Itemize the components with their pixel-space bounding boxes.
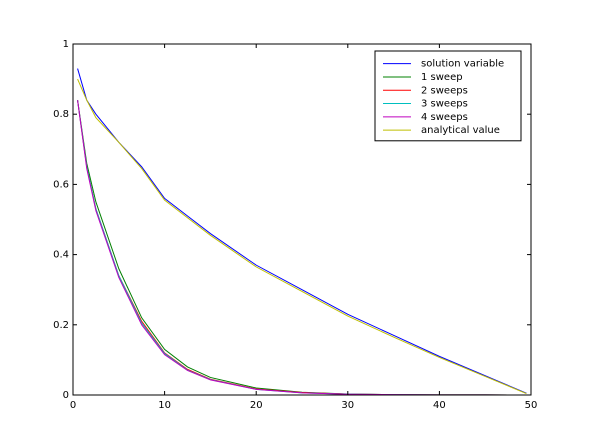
x-tick-label: 50 bbox=[525, 400, 538, 411]
x-tick-label: 30 bbox=[341, 400, 354, 411]
plot-frame bbox=[72, 43, 532, 396]
x-tick-label: 10 bbox=[158, 400, 171, 411]
y-tick-label: 0.4 bbox=[53, 250, 69, 261]
legend-label: 1 sweep bbox=[421, 72, 463, 83]
y-tick-label: 0.8 bbox=[53, 109, 69, 120]
y-tick-label: 1 bbox=[63, 39, 69, 50]
legend-box bbox=[374, 50, 522, 142]
legend-label: analytical value bbox=[421, 125, 500, 136]
legend-label: 2 sweeps bbox=[421, 85, 468, 96]
x-tick-label: 40 bbox=[433, 400, 446, 411]
series-line bbox=[77, 68, 527, 394]
y-tick-label: 0 bbox=[63, 390, 69, 401]
legend-label: 4 sweeps bbox=[421, 112, 468, 123]
x-tick-label: 0 bbox=[70, 400, 76, 411]
x-tick-label: 20 bbox=[250, 400, 263, 411]
y-tick-label: 0.2 bbox=[53, 320, 69, 331]
y-tick-label: 0.6 bbox=[53, 179, 69, 190]
legend-label: solution variable bbox=[421, 59, 504, 70]
legend-label: 3 sweeps bbox=[421, 99, 468, 110]
series-line bbox=[77, 78, 527, 395]
